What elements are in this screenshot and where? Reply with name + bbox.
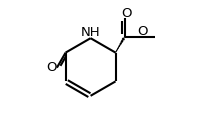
Text: NH: NH [81,26,101,39]
Text: O: O [121,7,132,20]
Text: O: O [47,61,57,74]
Text: O: O [138,25,148,38]
